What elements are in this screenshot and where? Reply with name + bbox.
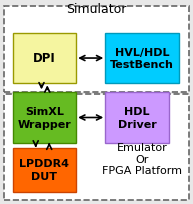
Text: LPDDR4
DUT: LPDDR4 DUT (19, 159, 69, 181)
Text: HDL
Driver: HDL Driver (118, 107, 156, 129)
Bar (4, 95, 189, 200)
Text: SimXL
Wrapper: SimXL Wrapper (18, 107, 71, 129)
Text: Simulator: Simulator (66, 3, 127, 16)
FancyBboxPatch shape (105, 34, 179, 84)
FancyBboxPatch shape (13, 148, 76, 192)
Text: HVL/HDL
TestBench: HVL/HDL TestBench (110, 48, 174, 70)
FancyBboxPatch shape (105, 93, 169, 143)
Bar (4, 7, 189, 93)
Text: Emulator
Or
FPGA Platform: Emulator Or FPGA Platform (102, 143, 182, 176)
FancyBboxPatch shape (13, 93, 76, 143)
FancyBboxPatch shape (13, 34, 76, 84)
Text: DPI: DPI (33, 52, 56, 65)
